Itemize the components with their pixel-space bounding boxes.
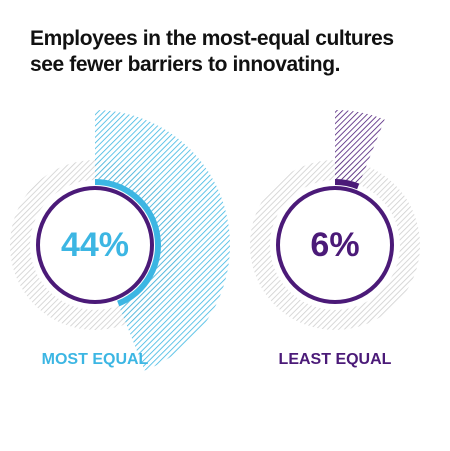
inner-circle xyxy=(276,186,394,304)
category-label: LEAST EQUAL xyxy=(279,351,392,368)
value-label: 44% xyxy=(61,226,129,264)
inner-circle xyxy=(36,186,154,304)
category-label: MOST EQUAL xyxy=(42,351,149,368)
wedge-arc xyxy=(334,179,360,190)
wedge-arc xyxy=(94,179,161,307)
wedge xyxy=(335,110,385,184)
wedge xyxy=(95,110,231,371)
chart-title: Employees in the most-equal cultures see… xyxy=(30,27,394,76)
value-label: 6% xyxy=(310,226,359,264)
